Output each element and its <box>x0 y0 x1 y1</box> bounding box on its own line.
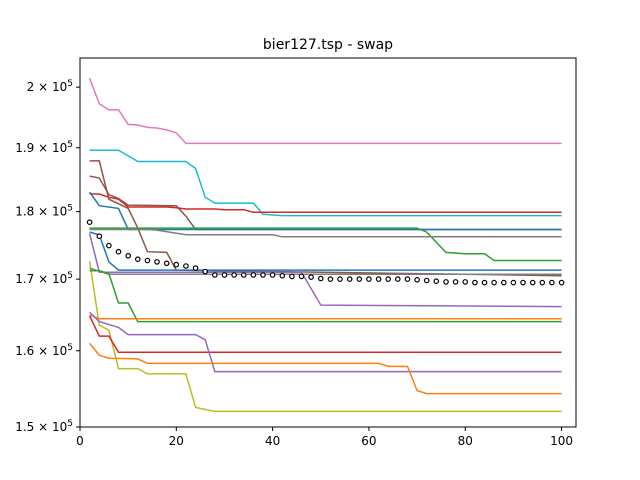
marker-point-50 <box>558 279 565 286</box>
marker-point-48 <box>539 279 546 286</box>
chart-title: bier127.tsp - swap <box>263 37 393 53</box>
marker-point-16 <box>231 272 237 278</box>
series-line-10 <box>88 233 562 308</box>
series-line-2 <box>89 149 562 217</box>
series-line-8 <box>89 228 562 238</box>
marker-point-38 <box>443 279 449 285</box>
marker-point-10 <box>173 261 180 268</box>
marker-point-47 <box>529 279 536 286</box>
marker-point-3 <box>106 242 112 249</box>
marker-point-44 <box>500 279 507 286</box>
y-tick-label: 1.6 × 105 <box>15 343 73 358</box>
series-line-14 <box>89 314 562 320</box>
series-layer <box>88 78 562 413</box>
series-line-13 <box>89 270 562 323</box>
marker-point-40 <box>462 279 469 285</box>
marker-point-39 <box>452 279 459 285</box>
marker-point-34 <box>404 276 411 282</box>
marker-point-7 <box>144 257 151 264</box>
y-tick-label: 2 × 105 <box>27 79 73 94</box>
marker-point-21 <box>279 272 286 279</box>
marker-point-32 <box>385 276 392 282</box>
plot-frame <box>79 57 577 428</box>
series-line-9 <box>89 231 562 271</box>
marker-point-26 <box>327 276 334 282</box>
x-tick-label: 20 <box>169 434 184 448</box>
marker-point-17 <box>240 272 247 278</box>
marker-point-20 <box>269 272 276 278</box>
marker-point-45 <box>510 279 517 286</box>
x-axis: 0 20 40 60 80 100 <box>76 427 573 448</box>
series-line-15 <box>88 315 562 353</box>
marker-point-41 <box>472 279 478 286</box>
marker-point-23 <box>298 273 305 280</box>
marker-point-46 <box>520 279 526 286</box>
marker-point-18 <box>250 272 257 278</box>
y-tick-label: 1.7 × 105 <box>15 271 73 286</box>
marker-point-24 <box>308 274 314 280</box>
marker-point-8 <box>154 259 160 265</box>
marker-point-33 <box>394 276 401 282</box>
marker-point-42 <box>481 279 488 286</box>
marker-point-15 <box>221 272 228 278</box>
marker-point-12 <box>192 265 199 271</box>
x-tick-label: 40 <box>265 434 280 448</box>
series-line-16 <box>89 311 562 373</box>
marker-point-19 <box>260 272 266 278</box>
x-tick-label: 60 <box>361 434 376 448</box>
marker-point-30 <box>366 276 372 282</box>
series-line-12 <box>89 267 562 276</box>
marker-layer <box>86 219 565 286</box>
marker-point-35 <box>414 276 420 283</box>
marker-point-1 <box>86 219 93 226</box>
y-tick-label: 1.5 × 105 <box>15 419 73 434</box>
x-tick-label: 0 <box>76 434 84 448</box>
marker-point-11 <box>183 263 189 269</box>
x-tick-label: 100 <box>550 434 573 448</box>
series-line-11 <box>88 261 562 413</box>
marker-point-9 <box>163 260 170 267</box>
x-tick-label: 80 <box>458 434 473 448</box>
series-line-1 <box>88 78 562 145</box>
marker-point-37 <box>433 278 440 285</box>
marker-point-36 <box>423 277 430 284</box>
marker-point-25 <box>317 275 324 282</box>
series-line-5 <box>89 193 562 214</box>
series-line-6 <box>88 191 562 231</box>
marker-point-27 <box>337 276 343 282</box>
marker-point-31 <box>375 276 382 282</box>
marker-point-2 <box>96 233 103 240</box>
series-line-4 <box>89 175 562 231</box>
marker-point-5 <box>125 253 132 259</box>
y-tick-label: 1.8 × 105 <box>15 204 73 219</box>
marker-point-22 <box>289 273 295 280</box>
marker-point-49 <box>549 279 555 286</box>
y-axis: 1.5 × 105 1.6 × 105 1.7 × 105 1.8 × 105 1.9 … <box>15 79 80 434</box>
marker-point-6 <box>135 256 141 263</box>
marker-point-43 <box>491 279 497 286</box>
marker-point-4 <box>115 248 122 255</box>
marker-point-14 <box>212 272 218 278</box>
marker-point-13 <box>202 268 209 275</box>
series-line-7 <box>89 227 562 262</box>
series-line-17 <box>89 342 562 395</box>
marker-point-29 <box>356 276 363 282</box>
y-tick-label: 1.9 × 105 <box>15 140 73 155</box>
marker-point-28 <box>346 276 353 282</box>
